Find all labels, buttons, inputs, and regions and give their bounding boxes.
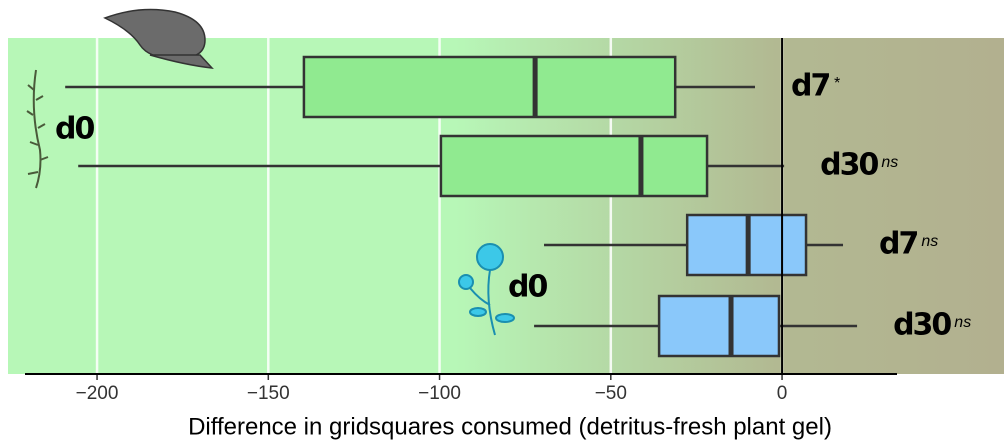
box-label: d30 bbox=[893, 308, 951, 343]
x-tick-label: −100 bbox=[418, 383, 461, 404]
box bbox=[657, 294, 781, 358]
box-label: d7 bbox=[791, 69, 829, 104]
x-tick-label: 0 bbox=[777, 383, 788, 404]
x-tick-label: −50 bbox=[595, 383, 627, 404]
significance: ns bbox=[954, 314, 971, 331]
x-tick-label: −200 bbox=[76, 383, 119, 404]
group-label: d0 bbox=[508, 270, 547, 305]
snail-icon bbox=[103, 8, 214, 69]
significance: ns bbox=[921, 233, 938, 250]
box bbox=[439, 134, 709, 198]
x-axis-title: Difference in gridsquares consumed (detr… bbox=[188, 413, 832, 440]
plant-icon bbox=[26, 69, 49, 189]
box-label: d7 bbox=[879, 227, 917, 262]
group-label: d0 bbox=[55, 112, 94, 147]
box-label: d30 bbox=[820, 148, 878, 183]
flower-icon bbox=[458, 243, 515, 336]
significance: ns bbox=[881, 154, 898, 171]
significance: * bbox=[833, 75, 840, 92]
x-tick-label: −150 bbox=[247, 383, 290, 404]
box bbox=[302, 55, 677, 119]
